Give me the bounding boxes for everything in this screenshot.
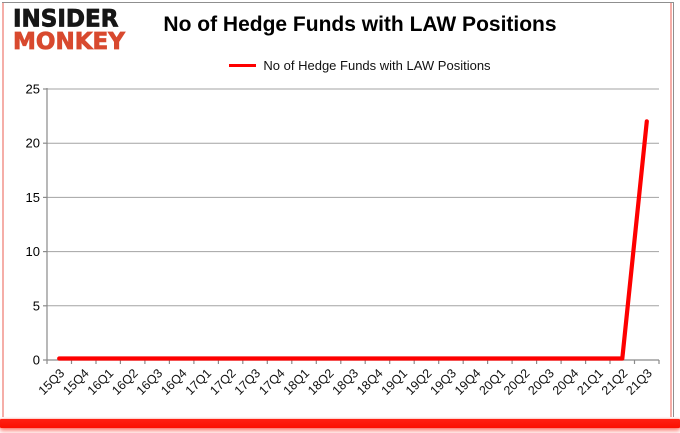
x-axis-label: 16Q2 [109,366,141,398]
y-axis-label: 0 [33,353,40,368]
x-axis-label: 17Q2 [207,366,239,398]
x-axis-label: 21Q1 [574,366,606,398]
legend-line-swatch [229,64,257,67]
x-axis-label: 21Q2 [599,366,631,398]
y-axis-label: 10 [26,244,40,259]
x-axis-label: 18Q1 [281,366,313,398]
frame-border-right [673,2,674,417]
x-axis-label: 15Q3 [36,366,68,398]
x-axis-label: 21Q3 [623,366,655,398]
frame-edge-glow-left [2,3,4,417]
chart-title: No of Hedge Funds with LAW Positions [163,13,557,36]
y-axis-label: 20 [26,136,40,151]
x-axis-label: 18Q3 [330,366,362,398]
x-axis-label: 17Q1 [183,366,215,398]
x-axis-label: 18Q2 [305,366,337,398]
x-axis-label: 19Q1 [379,366,411,398]
x-axis-label: 15Q4 [60,366,92,398]
x-axis-label: 16Q1 [85,366,117,398]
x-axis-label: 17Q4 [256,366,288,398]
x-axis-label: 20Q1 [476,366,508,398]
x-axis-label: 18Q4 [354,366,386,398]
frame-edge-glow-right [670,3,672,417]
logo-insider-text: INSIDER [13,5,119,33]
x-axis-label: 19Q3 [427,366,459,398]
x-axis-label: 16Q3 [134,366,166,398]
chart-legend: No of Hedge Funds with LAW Positions [40,58,680,73]
x-axis-label: 20Q2 [501,366,533,398]
x-axis-label: 16Q4 [158,366,190,398]
bottom-accent-bar [0,419,680,428]
logo-monkey-text: MONKEY [13,28,126,55]
series-line [57,119,649,361]
x-axis-label: 19Q2 [403,366,435,398]
frame-border-top [2,2,674,3]
y-axis-label: 5 [33,298,40,313]
y-axis-label: 15 [26,190,40,205]
x-axis-label: 20Q3 [525,366,557,398]
x-axis-label: 19Q4 [452,366,484,398]
x-axis-label: 17Q3 [232,366,264,398]
y-axis-label: 25 [26,82,40,97]
legend-label: No of Hedge Funds with LAW Positions [263,58,491,73]
insider-monkey-logo: INSIDER MONKEY [13,5,126,55]
x-axis-label: 20Q4 [550,366,582,398]
